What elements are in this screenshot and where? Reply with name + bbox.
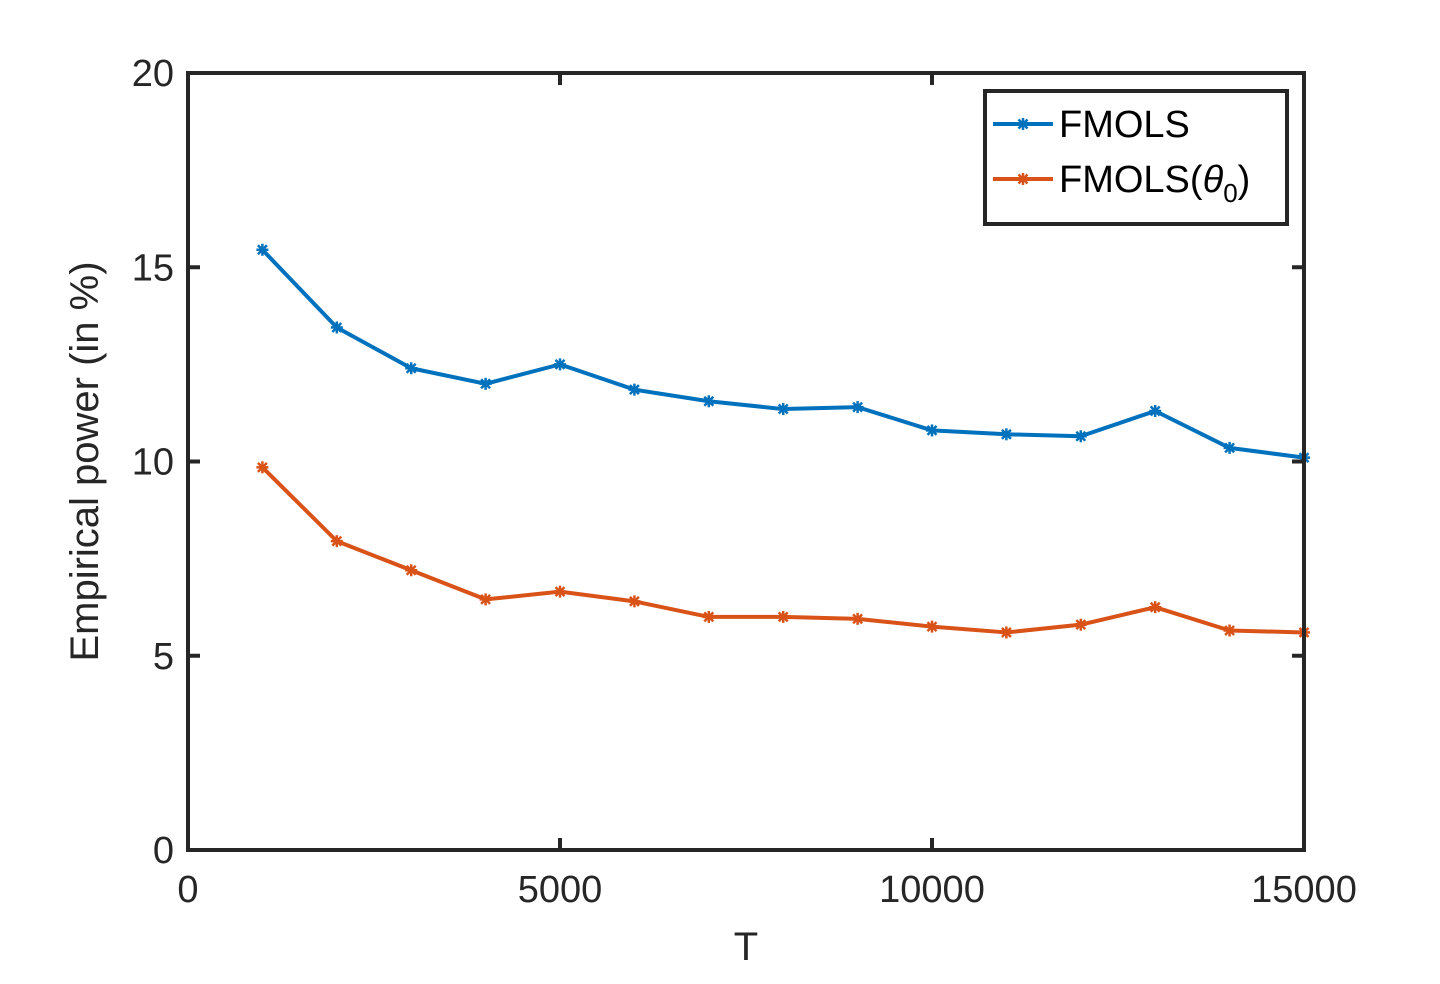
data-point (256, 243, 269, 256)
series-fmols-theta0 (256, 461, 1310, 639)
legend-label-fmols-theta0: FMOLS(θ0) (1059, 159, 1250, 208)
legend-label-main: FMOLS( (1059, 159, 1203, 201)
data-point (479, 377, 492, 390)
legend-item-fmols-theta0: FMOLS(θ0) (993, 159, 1250, 208)
legend-marker (1017, 173, 1029, 185)
data-point (554, 358, 566, 371)
data-point (777, 610, 790, 623)
data-point (1000, 626, 1013, 639)
series-line (260, 248, 1305, 460)
series-line (260, 465, 1305, 635)
x-tick-label: 5000 (518, 869, 603, 911)
y-tick-label: 20 (132, 53, 174, 95)
data-point (1149, 404, 1162, 417)
legend-box (983, 89, 1289, 226)
data-point (405, 564, 418, 577)
data-point (1074, 430, 1087, 443)
data-point (1074, 618, 1087, 631)
data-point (256, 461, 269, 474)
data-point (330, 535, 343, 548)
legend-marker (1017, 118, 1029, 130)
data-point (554, 585, 566, 598)
data-point (702, 610, 715, 623)
ticks-layer: 0 5000 10000 15000 0 5 10 15 20 (132, 53, 1357, 911)
data-point (926, 620, 938, 633)
data-point (1223, 624, 1236, 637)
data-point (702, 395, 715, 408)
x-tick-label: 0 (177, 869, 198, 911)
data-point (1149, 601, 1162, 614)
y-axis-label: Empirical power (in %) (63, 261, 107, 661)
data-point (777, 403, 790, 416)
legend-label-close: ) (1238, 159, 1251, 201)
y-tick-label: 0 (153, 830, 174, 872)
y-tick-label: 10 (132, 442, 174, 484)
legend-label-fmols: FMOLS (1059, 104, 1190, 146)
data-point (628, 383, 641, 396)
y-tick-label: 15 (132, 247, 174, 289)
y-tick-label: 5 (153, 636, 174, 678)
x-tick-label: 15000 (1251, 869, 1357, 911)
data-point (926, 424, 938, 437)
data-point (479, 593, 492, 606)
axes-box (186, 71, 1306, 852)
data-point (405, 362, 418, 375)
legend-item-fmols: FMOLS (993, 104, 1190, 146)
data-point (1000, 428, 1013, 441)
series-fmols (256, 243, 1310, 464)
legend-label-subscript: 0 (1223, 178, 1237, 208)
series-layer (256, 243, 1310, 639)
data-point (330, 321, 343, 334)
x-tick-label: 10000 (879, 869, 985, 911)
data-point (1223, 441, 1236, 454)
x-axis-label: T (734, 925, 758, 969)
data-point (628, 595, 641, 608)
data-point (851, 612, 864, 625)
legend: FMOLS FMOLS(θ0) (983, 89, 1289, 226)
legend-label-theta: θ (1203, 159, 1224, 201)
data-point (851, 401, 864, 414)
